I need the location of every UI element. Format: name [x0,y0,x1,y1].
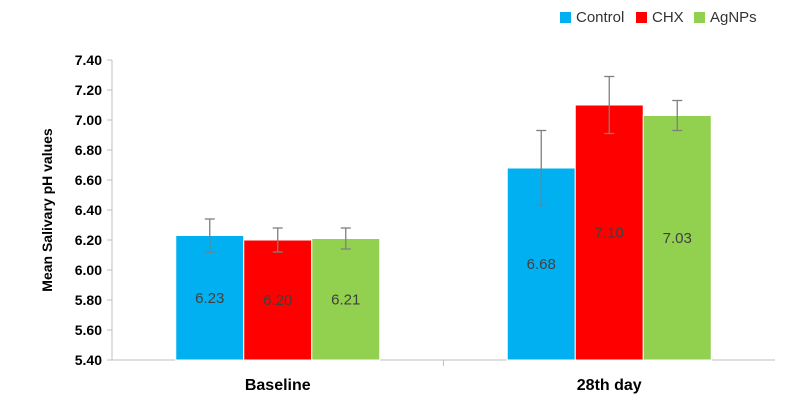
y-tick-label: 6.20 [75,232,102,248]
data-label: 6.68 [527,256,556,273]
y-tick-label: 6.80 [75,142,102,158]
axes: 5.40 5.60 5.80 6.00 6.20 6.40 6.60 6.80 7.00 7.20… [75,52,775,394]
legend-label: AgNPs [710,9,757,26]
y-tick-label: 6.40 [75,202,102,218]
legend-swatch [560,12,571,23]
y-tick-label: 6.00 [75,262,102,278]
y-tick-label: 5.60 [75,322,102,338]
data-labels: 6.23 6.20 6.21 6.68 7.10 7.03 [195,225,692,310]
y-tick-label: 7.40 [75,52,102,68]
y-tick-label: 5.40 [75,352,102,368]
bars [175,104,712,361]
y-tick-label: 5.80 [75,292,102,308]
bar [243,239,313,361]
legend-label: CHX [652,9,684,26]
legend-swatch [636,12,647,23]
data-label: 6.23 [195,290,224,307]
y-tick-label: 7.00 [75,112,102,128]
data-label: 6.20 [263,292,292,309]
bar [642,115,712,361]
bar [311,238,381,361]
error-bars [204,75,683,253]
y-tick-label: 6.60 [75,172,102,188]
data-label: 7.10 [595,225,624,242]
y-tick-label: 7.20 [75,82,102,98]
bar [175,235,245,361]
legend-label: Control [576,9,624,26]
y-axis-label: Mean Salivary pH values [39,128,55,292]
data-label: 7.03 [663,230,692,247]
x-category-label: 28th day [577,377,642,394]
data-label: 6.21 [331,291,360,308]
legend: Control CHX AgNPs [560,9,757,26]
legend-swatch [694,12,705,23]
bar [574,104,644,361]
x-category-label: Baseline [245,377,311,394]
